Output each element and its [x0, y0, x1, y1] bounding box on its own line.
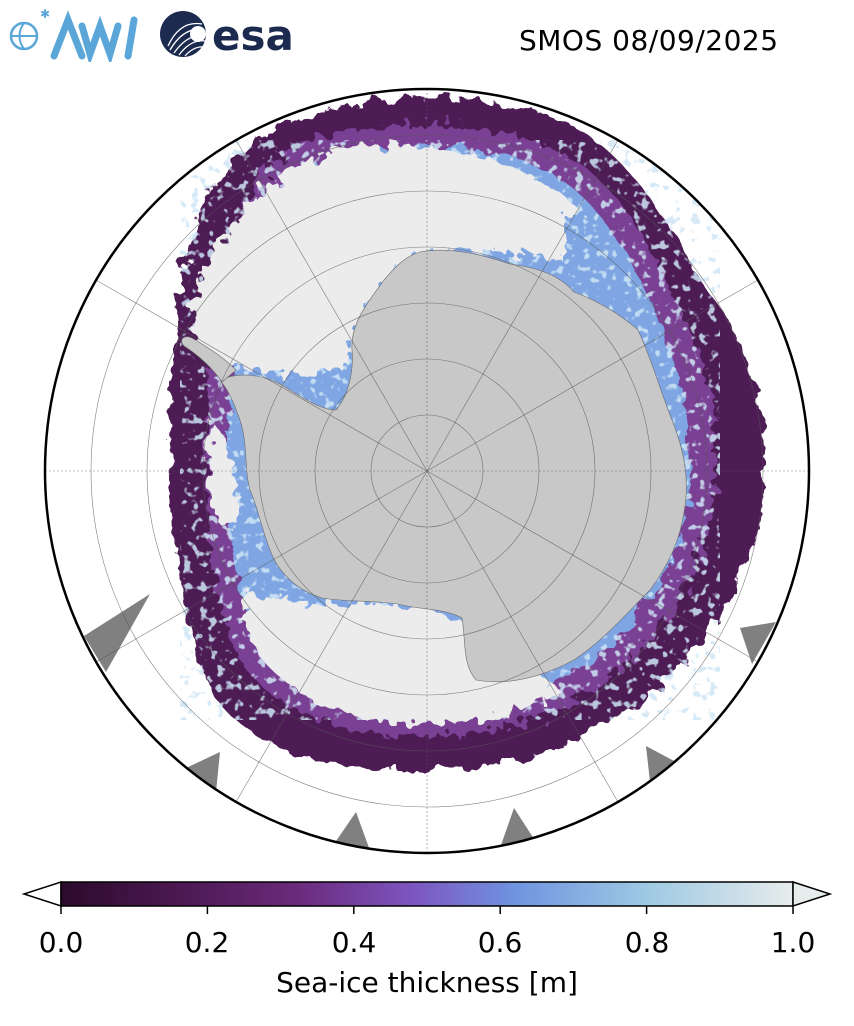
colorbar-tick-label: 0.0 [38, 926, 84, 959]
antarctic-peninsula [181, 336, 237, 383]
meridians [45, 89, 809, 853]
colorbar-tick-label: 0.6 [477, 926, 523, 959]
map-boundary [43, 87, 811, 855]
antarctic-sea-ice-map [43, 87, 811, 855]
map-title: SMOS 08/09/2025 [519, 24, 779, 57]
colorbar-extend-high [792, 880, 833, 908]
awi-logo: ✱ [9, 7, 138, 62]
colorbar-tick-label: 0.4 [331, 926, 377, 959]
svg-text:esa: esa [212, 11, 294, 60]
antarctica-landmass [219, 249, 687, 683]
colorbar-label: Sea-ice thickness [m] [276, 966, 578, 999]
colorbar-tick-label: 1.0 [770, 926, 816, 959]
colorbar-ticks [60, 906, 794, 914]
colorbar [21, 880, 833, 914]
esa-globe-icon [160, 11, 206, 57]
colorbar-extend-low [21, 880, 62, 908]
thick-ice [190, 145, 580, 724]
colorbar-tick-label: 0.8 [624, 926, 670, 959]
esa-logo: esa [160, 11, 294, 60]
colorbar-gradient [60, 881, 794, 907]
colorbar-tick-label: 0.2 [184, 926, 230, 959]
svg-text:✱: ✱ [40, 7, 50, 21]
